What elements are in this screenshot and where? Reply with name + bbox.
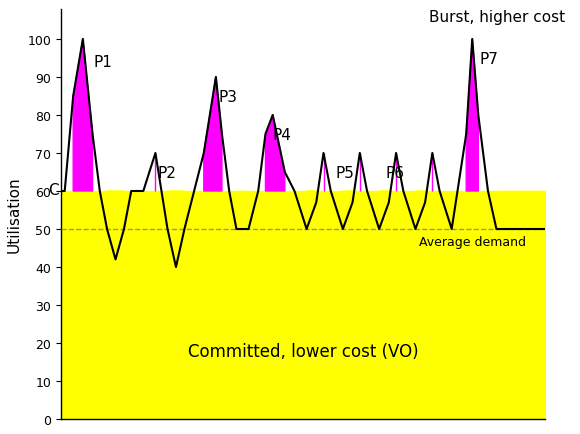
Text: Burst, higher cost: Burst, higher cost — [429, 10, 565, 25]
Text: Average demand: Average demand — [419, 235, 526, 248]
Text: P4: P4 — [273, 127, 292, 142]
Text: P5: P5 — [336, 165, 354, 180]
Text: P6: P6 — [385, 165, 404, 180]
Text: C: C — [48, 182, 59, 197]
Y-axis label: Utilisation: Utilisation — [7, 176, 22, 253]
Text: P3: P3 — [218, 89, 237, 104]
Text: Committed, lower cost (VO): Committed, lower cost (VO) — [188, 342, 418, 360]
Text: P2: P2 — [158, 165, 177, 180]
Text: P1: P1 — [94, 55, 113, 70]
Text: P7: P7 — [480, 52, 498, 66]
